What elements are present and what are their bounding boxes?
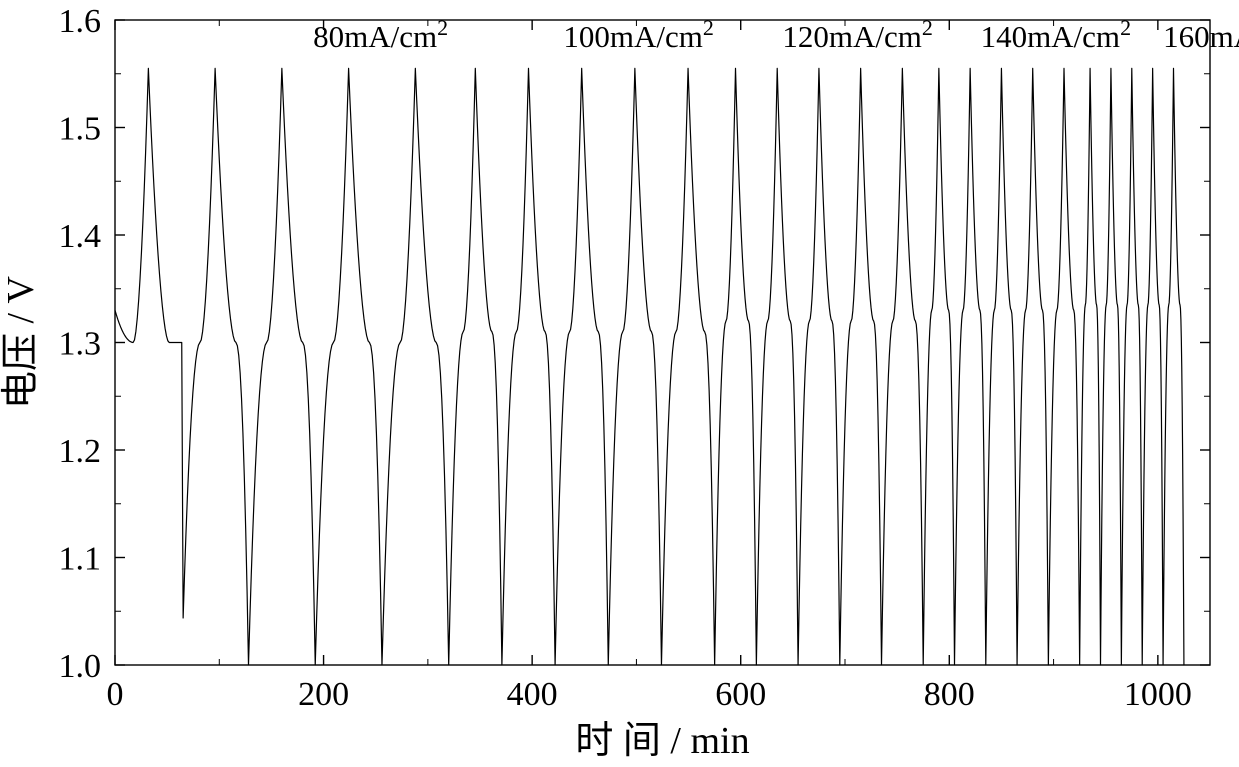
y-tick-label: 1.4	[59, 218, 102, 255]
current-density-label: 140mA/cm2	[981, 14, 1132, 54]
voltage-time-chart: 0 200 400 600 800 1000 1.0 1.1 1.2 1.3 1.4 1.5 1.6 时 …	[0, 0, 1239, 767]
current-density-label: 100mA/cm2	[563, 14, 714, 54]
axis-box	[115, 20, 1210, 665]
y-tick-label: 1.5	[59, 111, 102, 148]
y-tick-label: 1.0	[59, 648, 102, 685]
x-tick-label: 1000	[1124, 676, 1192, 713]
chart-container: 0 200 400 600 800 1000 1.0 1.1 1.2 1.3 1.4 1.5 1.6 时 …	[0, 0, 1239, 767]
y-tick-label: 1.6	[59, 3, 102, 40]
x-tick-label: 0	[107, 676, 124, 713]
voltage-trace	[115, 68, 1184, 665]
x-tick-label: 800	[924, 676, 975, 713]
x-tick-label: 400	[507, 676, 558, 713]
y-tick-label: 1.3	[59, 326, 102, 363]
y-axis-label: 电压 / V	[0, 275, 42, 409]
x-axis-label: 时 间 / min	[575, 720, 749, 762]
y-tick-label: 1.1	[59, 541, 102, 578]
current-density-label: 160mA/cm2	[1163, 14, 1239, 54]
current-density-label: 120mA/cm2	[782, 14, 933, 54]
x-tick-label: 200	[298, 676, 349, 713]
current-density-label: 80mA/cm2	[313, 14, 448, 54]
x-tick-label: 600	[715, 676, 766, 713]
y-tick-label: 1.2	[59, 433, 102, 470]
